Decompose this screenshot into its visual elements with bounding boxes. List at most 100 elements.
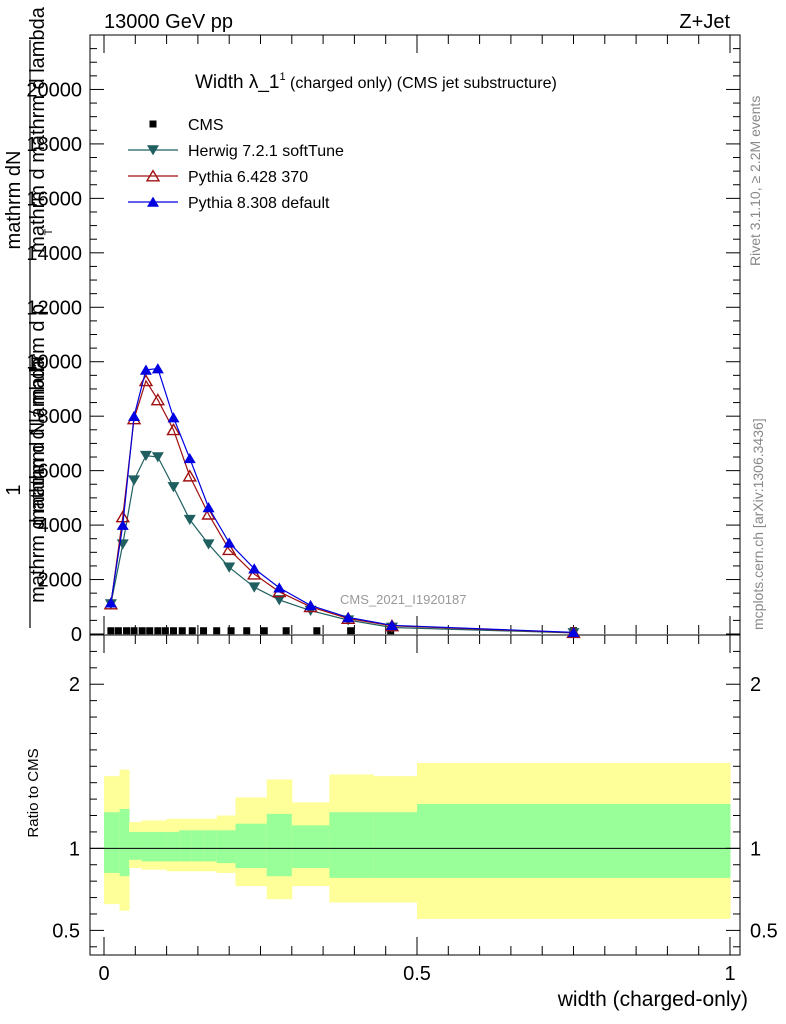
data-point [151, 452, 164, 463]
data-point [247, 567, 262, 580]
y-tick-label: 8000 [38, 406, 83, 428]
plot-title-main: Width λ_1 [195, 72, 279, 93]
ratio-band-inner [204, 830, 218, 862]
data-point [151, 363, 164, 374]
data-point [128, 475, 141, 486]
ratio-band-inner [417, 804, 731, 878]
data-point [166, 423, 181, 436]
legend-label: CMS [188, 117, 224, 134]
legend: CMS Herwig 7.2.1 softTune Pythia 6.428 370… [128, 117, 344, 212]
data-point [221, 542, 237, 556]
legend-marker [147, 145, 159, 156]
ratio-y-tick-label-right: 2 [750, 674, 761, 696]
data-point [188, 627, 196, 635]
data-point [107, 627, 115, 635]
data-point [273, 582, 286, 593]
data-point [385, 619, 398, 631]
y-tick-label: 2000 [38, 570, 83, 592]
y-tick-label: 14000 [26, 243, 82, 265]
data-point [304, 600, 317, 611]
ratio-band-inner [216, 830, 236, 864]
data-point [342, 611, 355, 623]
ratio-band-inner [166, 831, 180, 862]
ratio-y-tick-label-left: 1 [69, 838, 80, 860]
plot-title-rest: (charged only) (CMS jet substructure) [286, 75, 557, 92]
ratio-band-inner [235, 823, 268, 869]
ratio-y-tick-label-right: 1 [750, 838, 761, 860]
y-label-one: 1 [3, 484, 25, 495]
data-point [567, 626, 580, 638]
data-point [139, 364, 152, 375]
y-tick-label: 6000 [38, 461, 83, 483]
data-point [248, 563, 261, 574]
data-point [116, 519, 129, 530]
data-point [139, 450, 152, 462]
main-y-label: 1 mathrm d N / mathrm d p T mathrm dN ma… [3, 6, 55, 628]
data-point [167, 482, 180, 493]
ratio-y-label: Ratio to CMS [25, 748, 42, 837]
data-point [202, 501, 215, 513]
data-point [130, 627, 138, 635]
x-tick-label: 0.5 [403, 963, 431, 985]
data-point [248, 582, 261, 593]
data-point [169, 627, 177, 635]
ratio-y-axis: 0.5 0.5 1 1 2 2 [52, 634, 778, 948]
data-point [223, 562, 236, 573]
data-point [123, 627, 131, 635]
data-point [161, 627, 169, 635]
energy-label: 13000 GeV pp [104, 11, 233, 33]
y-tick-label: 4000 [38, 515, 83, 537]
x-tick-label: 0 [98, 963, 109, 985]
ratio-band-inner [266, 813, 293, 877]
data-point [114, 627, 122, 635]
ratio-band-inner [141, 831, 155, 862]
process-label: Z+Jet [679, 11, 730, 33]
y-tick-label: 16000 [26, 188, 82, 210]
data-series [103, 363, 581, 639]
ratio-band-inner [329, 812, 374, 878]
ratio-frame [89, 634, 741, 956]
ratio-y-tick-label-right: 0.5 [750, 920, 778, 942]
data-point [223, 537, 236, 548]
data-point [178, 627, 186, 635]
y-tick-label: 0 [71, 624, 82, 646]
legend-label: Pythia 6.428 370 [188, 169, 308, 186]
data-point [243, 627, 251, 635]
data-point [138, 627, 146, 635]
y-label-lower: mathrm d N / mathrm d p [27, 304, 49, 526]
data-point [313, 627, 321, 635]
y-tick-label: 18000 [26, 134, 82, 156]
data-point [182, 469, 197, 482]
x-axis-label: width (charged-only) [557, 988, 748, 1011]
legend-item: Pythia 8.308 default [128, 195, 330, 212]
data-point [202, 539, 215, 550]
main-y-axis: 0 2000 4000 6000 8000 10000 12000 14000 16000 180… [26, 34, 740, 646]
data-point [200, 627, 208, 635]
mcplots-info: mcplots.cern.ch [arXiv:1306.3436] [750, 418, 766, 630]
data-point [347, 627, 355, 635]
data-point [273, 595, 286, 606]
legend-marker [145, 169, 161, 182]
data-point [183, 514, 196, 526]
y-tick-label: 20000 [26, 79, 82, 101]
data-point [146, 627, 154, 635]
legend-label: Herwig 7.2.1 softTune [188, 143, 344, 160]
y-tick-label: 12000 [26, 297, 82, 319]
x-axis: 0 0.5 1 [98, 35, 736, 985]
data-point [260, 627, 268, 635]
ratio-band-inner [104, 812, 121, 873]
data-point [213, 627, 221, 635]
series-1 [104, 450, 580, 639]
y-label-lower-denom: mathrm d mathrm d lambda [27, 356, 49, 603]
data-point [128, 410, 141, 421]
series-line [110, 379, 574, 634]
y-label-sub: T [43, 228, 55, 235]
legend-marker [149, 120, 157, 128]
legend-label: Pythia 8.308 default [188, 195, 330, 212]
y-tick-label: 10000 [26, 352, 82, 374]
legend-item: Pythia 6.428 370 [128, 169, 308, 186]
series-3 [104, 363, 580, 638]
rivet-info: Rivet 3.1.10, ≥ 2.2M events [747, 96, 763, 266]
ratio-y-tick-label-left: 2 [69, 674, 80, 696]
